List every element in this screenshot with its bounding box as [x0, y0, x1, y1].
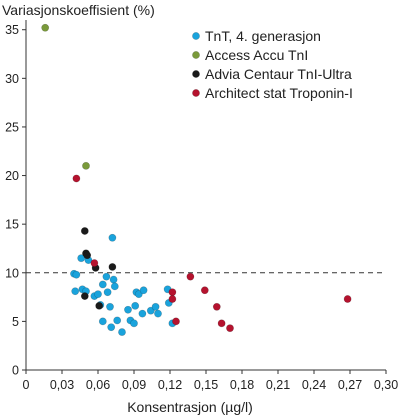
y-tick-label: 30: [5, 72, 19, 86]
data-point-series-3: [80, 292, 89, 301]
data-point-series-1: [94, 290, 102, 299]
y-tick-label: 15: [5, 218, 19, 232]
data-point-series-1: [108, 233, 117, 242]
data-point-series-1: [110, 282, 119, 291]
data-point-series-1: [124, 305, 132, 314]
data-point-series-4: [172, 317, 180, 326]
x-tick-label: 0,30: [374, 378, 398, 392]
legend-label-4: Architect stat Troponin-I: [205, 85, 353, 101]
legend-label-1: TnT, 4. generasjon: [205, 28, 321, 44]
x-tick-label: 0: [23, 378, 30, 392]
data-point-series-4: [343, 295, 352, 303]
x-tick-label: 0,18: [230, 378, 254, 392]
data-point-series-1: [102, 272, 111, 281]
data-point-series-1: [103, 288, 112, 297]
data-point-series-4: [168, 288, 177, 297]
x-axis-title: Konsentrasjon (µg/l): [127, 399, 253, 415]
x-tick-label: 0,15: [194, 378, 218, 392]
data-point-series-4: [90, 259, 99, 267]
data-point-series-3: [83, 251, 92, 260]
data-point-series-1: [109, 275, 118, 284]
data-point-series-1: [139, 286, 148, 295]
data-point-series-1: [154, 309, 162, 318]
data-point-series-1: [134, 290, 143, 299]
legend: TnT, 4. generasjon Access Accu TnI Advia C…: [192, 28, 353, 101]
y-axis-title: Variasjonskoeffisient (%): [2, 2, 155, 18]
data-point-series-4: [226, 324, 234, 333]
y-tick-label: 5: [12, 315, 19, 329]
data-point-series-4: [200, 286, 209, 295]
axes: 0 5 10 15 20 25 30 35 0 0,03 0,06 0,09 0,12 0,15 0,18 0…: [5, 20, 398, 392]
x-tick-label: 0,12: [158, 378, 182, 392]
data-point-series-3: [108, 263, 117, 271]
data-point-series-1: [113, 316, 122, 325]
data-point-series-3: [95, 301, 104, 310]
data-point-series-1: [130, 319, 138, 328]
legend-marker-2: [192, 51, 200, 59]
x-tick-label: 0,21: [266, 378, 290, 392]
data-point-series-2: [82, 161, 90, 170]
x-tick-label: 0,06: [86, 378, 110, 392]
y-tick-label: 0: [12, 364, 19, 378]
x-tick-label: 0,09: [122, 378, 146, 392]
data-point-series-1: [72, 270, 81, 279]
data-point-series-1: [106, 302, 114, 311]
y-tick-label: 25: [5, 120, 19, 134]
data-point-series-1: [98, 317, 107, 326]
data-point-series-4: [212, 302, 221, 311]
data-point-series-1: [71, 287, 80, 296]
data-point-series-1: [107, 323, 116, 332]
y-tick-label: 20: [5, 169, 19, 183]
y-tick-label: 35: [5, 23, 19, 37]
legend-label-3: Advia Centaur TnI-Ultra: [205, 66, 352, 82]
data-point-series-1: [138, 309, 147, 318]
legend-label-2: Access Accu TnI: [205, 47, 308, 63]
data-point-series-1: [131, 301, 140, 310]
data-point-series-4: [217, 319, 226, 328]
data-point-series-1: [118, 328, 126, 336]
data-points: [41, 23, 352, 336]
legend-marker-3: [192, 70, 200, 78]
data-point-series-1: [151, 302, 160, 311]
data-point-series-1: [98, 280, 107, 289]
data-point-series-1: [146, 306, 155, 315]
x-tick-label: 0,03: [50, 378, 74, 392]
y-tick-label: 10: [5, 266, 19, 280]
legend-marker-1: [192, 32, 200, 40]
data-point-series-2: [41, 23, 50, 32]
data-point-series-4: [168, 295, 177, 303]
data-point-series-1: [77, 254, 86, 263]
legend-marker-4: [192, 89, 200, 97]
data-point-series-3: [80, 227, 89, 235]
data-point-series-4: [186, 272, 195, 281]
x-tick-label: 0,24: [302, 378, 326, 392]
x-tick-label: 0,27: [338, 378, 362, 392]
data-point-series-4: [72, 174, 81, 183]
